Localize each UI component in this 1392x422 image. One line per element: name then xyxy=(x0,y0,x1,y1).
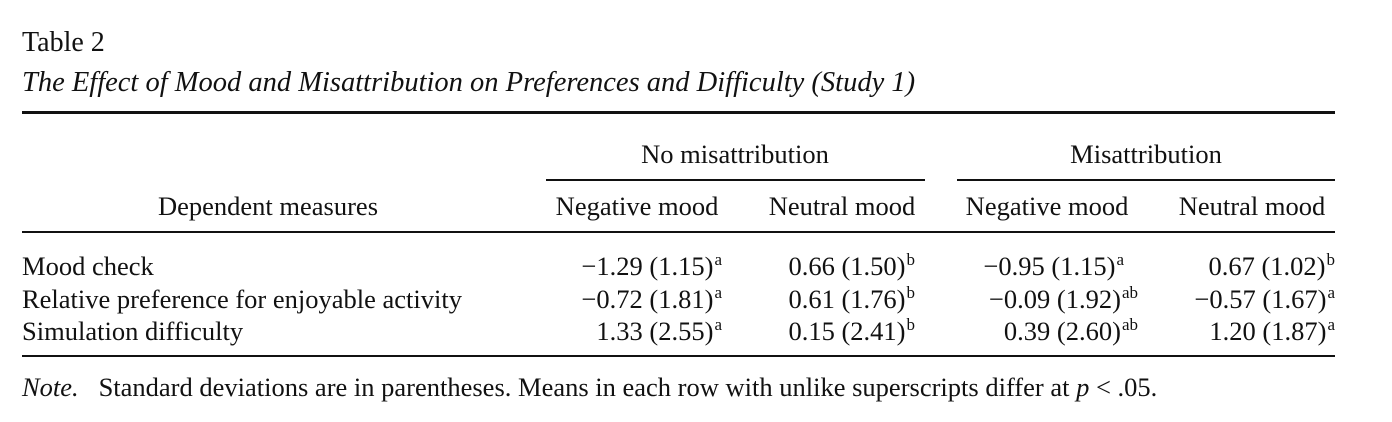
cell-value: 0.39 (2.60) xyxy=(1003,316,1121,346)
cell-superscript: b xyxy=(1326,250,1336,269)
table-cell: 1.20 (1.87)a xyxy=(1209,315,1335,347)
cell-value: −0.57 (1.67) xyxy=(1194,284,1327,314)
cell-superscript: a xyxy=(1116,250,1124,269)
table-cell: −0.09 (1.92)ab xyxy=(988,283,1138,315)
table-cell: 0.39 (2.60)ab xyxy=(1003,315,1138,347)
group-span-rule-misattribution xyxy=(957,179,1335,181)
cell-superscript: ab xyxy=(1121,283,1138,302)
table-cell: 1.33 (2.55)a xyxy=(596,315,722,347)
header-bottom-rule xyxy=(22,231,1335,233)
cell-value: 1.33 (2.55) xyxy=(596,316,714,346)
cell-value: −0.09 (1.92) xyxy=(988,284,1121,314)
cell-superscript: b xyxy=(906,250,916,269)
table-cell: −1.29 (1.15)a xyxy=(581,250,722,282)
cell-superscript: a xyxy=(714,315,722,334)
cell-superscript: a xyxy=(714,283,722,302)
cell-superscript: b xyxy=(906,315,916,334)
cell-superscript: b xyxy=(906,283,916,302)
column-header-neutral-mood-no-misattribution: Neutral mood xyxy=(768,191,916,221)
row-label-relative-preference: Relative preference for enjoyable activi… xyxy=(22,284,462,314)
group-header-misattribution: Misattribution xyxy=(1070,139,1222,169)
cell-superscript: a xyxy=(714,250,722,269)
table-note: Note. Standard deviations are in parenth… xyxy=(22,372,1157,403)
cell-superscript: a xyxy=(1327,315,1335,334)
table-bottom-rule xyxy=(22,355,1335,357)
note-label: Note. xyxy=(22,372,79,402)
row-label-mood-check: Mood check xyxy=(22,251,154,281)
cell-superscript: ab xyxy=(1121,315,1138,334)
top-rule xyxy=(22,111,1335,114)
cell-value: −1.29 (1.15) xyxy=(581,251,714,281)
cell-value: 1.20 (1.87) xyxy=(1209,316,1327,346)
note-threshold: < .05. xyxy=(1095,372,1158,402)
table-cell: −0.95 (1.15)a xyxy=(983,250,1124,282)
table-cell: 0.61 (1.76)b xyxy=(788,283,916,315)
column-header-negative-mood-misattribution: Negative mood xyxy=(965,191,1129,221)
column-header-negative-mood-no-misattribution: Negative mood xyxy=(555,191,719,221)
cell-value: −0.72 (1.81) xyxy=(581,284,714,314)
row-header-label: Dependent measures xyxy=(157,191,379,221)
cell-value: 0.67 (1.02) xyxy=(1208,251,1326,281)
table-label: Table 2 xyxy=(22,27,105,58)
group-header-no-misattribution: No misattribution xyxy=(641,139,829,169)
cell-value: −0.95 (1.15) xyxy=(983,251,1116,281)
cell-value: 0.66 (1.50) xyxy=(788,251,906,281)
row-label-simulation-difficulty: Simulation difficulty xyxy=(22,316,244,346)
column-header-neutral-mood-misattribution: Neutral mood xyxy=(1178,191,1326,221)
table-cell: −0.72 (1.81)a xyxy=(581,283,722,315)
cell-value: 0.15 (2.41) xyxy=(788,316,906,346)
note-text: Standard deviations are in parentheses. … xyxy=(98,372,1070,402)
cell-value: 0.61 (1.76) xyxy=(788,284,906,314)
cell-superscript: a xyxy=(1327,283,1335,302)
group-span-rule-no-misattribution xyxy=(546,179,925,181)
table-cell: −0.57 (1.67)a xyxy=(1194,283,1335,315)
table-cell: 0.67 (1.02)b xyxy=(1208,250,1336,282)
table-cell: 0.66 (1.50)b xyxy=(788,250,916,282)
table-title: The Effect of Mood and Misattribution on… xyxy=(22,67,916,98)
table-cell: 0.15 (2.41)b xyxy=(788,315,916,347)
note-p-symbol: p xyxy=(1076,372,1090,402)
